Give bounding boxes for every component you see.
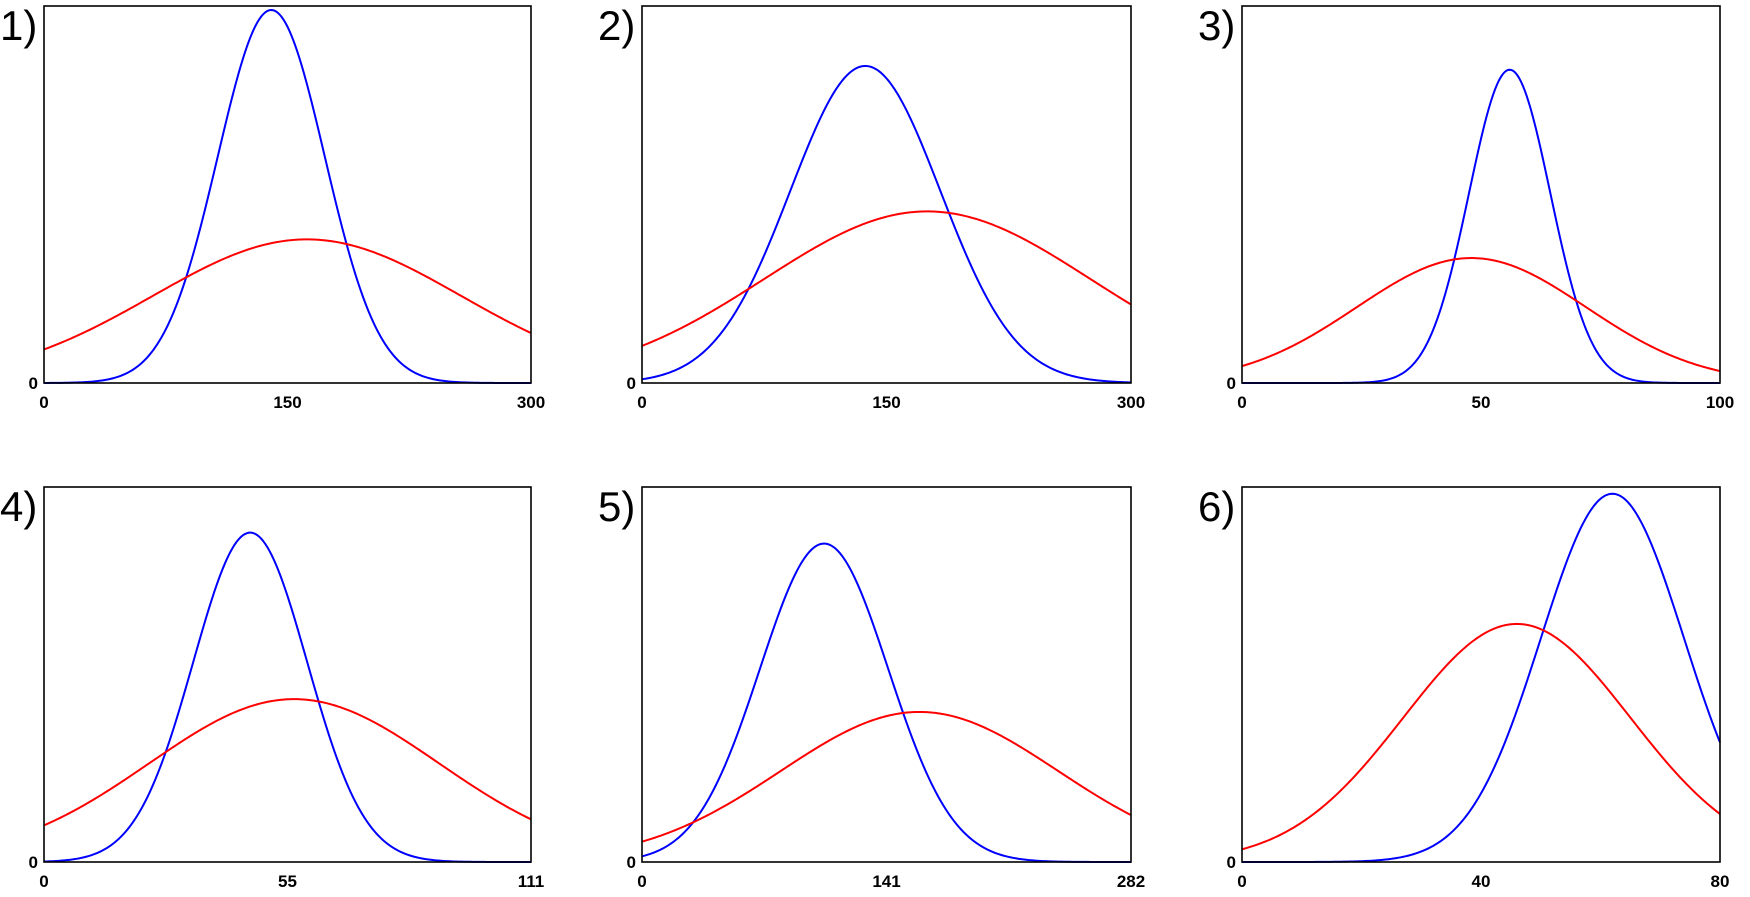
plot-frame	[43, 486, 532, 863]
x-tick-label: 0	[637, 872, 646, 891]
panel-3: 3) 00 50 100	[1198, 2, 1734, 412]
x-tick-label: 50	[1472, 393, 1491, 412]
x-tick-label: 0	[1237, 393, 1246, 412]
blue-series-line	[43, 531, 531, 863]
panel-label: 1)	[0, 2, 37, 49]
y-tick-label: 0	[1227, 853, 1236, 872]
blue-series-line	[641, 64, 1132, 384]
y-tick-label: 0	[627, 374, 636, 393]
y-tick-label: 0	[627, 853, 636, 872]
red-series-line	[641, 210, 1132, 347]
panel-label: 2)	[598, 2, 635, 49]
blue-series-line	[1242, 68, 1720, 384]
x-tick-label: 0	[637, 393, 646, 412]
panel-6: 6) 00 40 80	[1198, 483, 1729, 891]
x-tick-label: 0	[39, 393, 48, 412]
x-tick-label: 300	[1117, 393, 1145, 412]
panel-label: 3)	[1198, 2, 1235, 49]
panel-5: 5) 00 141 282	[598, 483, 1145, 891]
y-tick-label: 0	[29, 853, 38, 872]
x-tick-label: 150	[273, 393, 301, 412]
panel-label: 5)	[598, 483, 635, 530]
panel-1: 1) 00 150 300	[0, 2, 545, 412]
plot-frame	[1241, 486, 1721, 863]
panel-label: 6)	[1198, 483, 1235, 530]
panel-2: 2) 00 150 300	[598, 2, 1145, 412]
red-series-line	[43, 698, 532, 827]
panel-label: 4)	[0, 483, 37, 530]
plot-frame	[641, 5, 1132, 384]
x-tick-label: 141	[872, 872, 900, 891]
x-tick-label: 80	[1711, 872, 1730, 891]
plot-frame	[43, 5, 532, 384]
x-tick-label: 300	[517, 393, 545, 412]
blue-series-line	[44, 8, 531, 384]
red-series-line	[43, 238, 532, 351]
x-tick-label: 55	[278, 872, 297, 891]
red-series-line	[641, 710, 1132, 843]
x-tick-label: 0	[1237, 872, 1246, 891]
red-series-line	[1241, 257, 1721, 373]
blue-series-line	[1242, 492, 1721, 863]
blue-series-line	[641, 542, 1131, 863]
x-tick-label: 282	[1117, 872, 1145, 891]
plot-frame	[641, 486, 1132, 863]
x-tick-label: 40	[1472, 872, 1491, 891]
x-tick-label: 0	[39, 872, 48, 891]
red-series-line	[1241, 622, 1721, 851]
y-tick-label: 0	[29, 374, 38, 393]
plot-frame	[1241, 5, 1721, 384]
y-tick-label: 0	[1227, 374, 1236, 393]
x-tick-label: 100	[1706, 393, 1734, 412]
x-tick-label: 150	[872, 393, 900, 412]
x-tick-label: 111	[518, 872, 545, 891]
panel-4: 4) 00 55 111	[0, 483, 544, 891]
